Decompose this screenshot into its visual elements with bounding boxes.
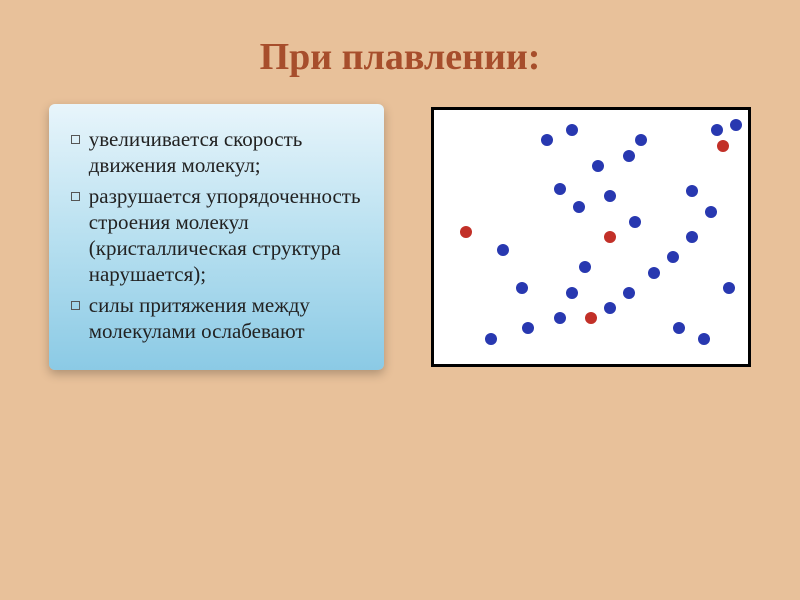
list-item: увеличивается скорость движения молекул; (75, 126, 364, 179)
molecule-dot (592, 160, 604, 172)
molecule-dot (667, 251, 679, 263)
molecule-dot (522, 322, 534, 334)
molecule-dot (723, 282, 735, 294)
molecule-dot (604, 302, 616, 314)
list-item: силы притяжения между молекулами ослабев… (75, 292, 364, 345)
molecule-dot (629, 216, 641, 228)
molecule-dot (698, 333, 710, 345)
molecule-dot (460, 226, 472, 238)
molecule-dot (585, 312, 597, 324)
molecule-dot (623, 287, 635, 299)
bullet-box: увеличивается скорость движения молекул;… (49, 104, 384, 370)
molecule-dot (673, 322, 685, 334)
molecule-dot (686, 231, 698, 243)
molecule-dot (686, 185, 698, 197)
molecule-dot (717, 140, 729, 152)
molecule-dot (516, 282, 528, 294)
list-item: разрушается упорядоченность строения мол… (75, 183, 364, 288)
molecule-dot (554, 183, 566, 195)
molecule-dot (730, 119, 742, 131)
bullet-list: увеличивается скорость движения молекул;… (75, 126, 364, 344)
molecule-dot (554, 312, 566, 324)
molecule-dot (566, 124, 578, 136)
molecule-dot (604, 190, 616, 202)
molecule-dot (604, 231, 616, 243)
molecule-dot (541, 134, 553, 146)
content-row: увеличивается скорость движения молекул;… (0, 104, 800, 370)
molecule-dot (623, 150, 635, 162)
molecule-dot (579, 261, 591, 273)
molecule-dot (573, 201, 585, 213)
molecule-dot (497, 244, 509, 256)
molecule-dot (635, 134, 647, 146)
molecule-dot (566, 287, 578, 299)
molecule-dot (485, 333, 497, 345)
molecule-dot (648, 267, 660, 279)
slide-title: При плавлении: (0, 0, 800, 104)
molecule-diagram (431, 107, 751, 367)
molecule-dot (711, 124, 723, 136)
molecule-dot (705, 206, 717, 218)
